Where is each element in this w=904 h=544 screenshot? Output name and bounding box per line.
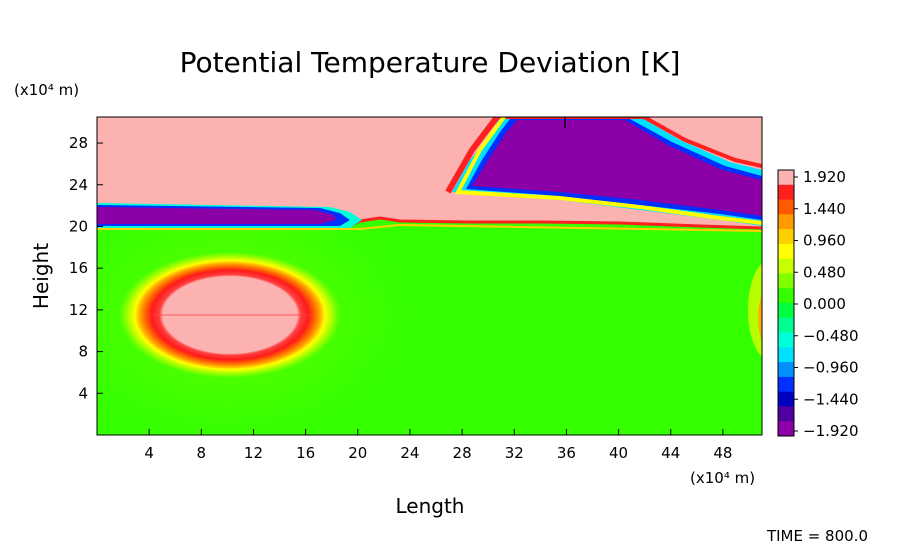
y-tick-label: 20 <box>69 217 88 235</box>
x-tick-label: 8 <box>197 444 207 462</box>
colorbar-swatch <box>778 170 794 186</box>
x-tick-label: 16 <box>296 444 315 462</box>
x-tick-label: 28 <box>453 444 472 462</box>
cold-region-yellow-ring <box>454 117 762 225</box>
colorbar-swatch <box>778 347 794 363</box>
x-axis-ticks: 4 8 12 16 20 24 28 32 36 40 44 48 <box>144 429 732 462</box>
colorbar-label: −1.440 <box>803 390 859 408</box>
colorbar-swatch <box>778 184 794 201</box>
y-unit-label: (x10⁴ m) <box>14 81 79 99</box>
colorbar-label: 1.920 <box>803 168 846 186</box>
x-unit-label: (x10⁴ m) <box>690 469 755 487</box>
y-tick-label: 8 <box>78 343 88 361</box>
y-axis-ticks: 4 8 12 16 20 24 28 <box>69 134 103 402</box>
colorbar-swatch <box>778 406 794 422</box>
colorbar-swatch <box>778 229 794 245</box>
colorbar-label: −0.480 <box>803 327 859 345</box>
colorbar-swatch <box>778 214 794 230</box>
colorbar-swatch <box>778 376 794 393</box>
colorbar-frame <box>777 169 795 437</box>
colorbar-swatch <box>778 258 794 274</box>
colorbar-swatch <box>778 199 794 215</box>
x-tick-label: 20 <box>348 444 367 462</box>
colorbar-label: −0.960 <box>803 359 859 377</box>
colorbar <box>777 169 795 437</box>
colorbar-swatch <box>778 273 794 289</box>
colorbar-labels: 1.920 1.440 0.960 0.480 0.000 −0.480 −0.960 −1.… <box>794 168 859 440</box>
colorbar-swatch <box>778 303 794 319</box>
x-tick-label: 44 <box>661 444 680 462</box>
x-tick-label: 36 <box>557 444 576 462</box>
x-axis-label: Length <box>396 494 465 518</box>
colorbar-label: 0.000 <box>803 295 846 313</box>
colorbar-swatch <box>778 362 794 378</box>
y-tick-label: 24 <box>69 176 88 194</box>
colorbar-label: −1.920 <box>803 422 859 440</box>
y-axis-label: Height <box>29 243 53 309</box>
colorbar-label: 1.440 <box>803 200 846 218</box>
cold-strip-core <box>97 207 336 224</box>
cold-region-red-ring-left <box>445 117 500 194</box>
colorbar-swatch <box>778 317 794 334</box>
warm-layer-edge-2 <box>97 223 762 232</box>
colorbar-swatch <box>778 243 794 260</box>
colorbar-label: 0.480 <box>803 263 846 281</box>
time-label: TIME = 800.0 <box>766 527 868 544</box>
right-edge-warm-core <box>758 295 762 341</box>
y-tick-label: 12 <box>69 301 88 319</box>
colorbar-swatch <box>778 332 794 348</box>
cold-region-core <box>472 120 762 216</box>
plot-frame <box>96 116 763 436</box>
plot-area <box>97 117 762 435</box>
right-edge-warm <box>748 263 762 357</box>
y-tick-label: 4 <box>78 384 88 402</box>
x-tick-label: 32 <box>505 444 524 462</box>
colorbar-swatch <box>778 288 794 304</box>
colorbar-swatch <box>778 421 794 437</box>
x-tick-label: 24 <box>400 444 419 462</box>
x-tick-label: 12 <box>244 444 263 462</box>
x-tick-label: 48 <box>713 444 732 462</box>
cold-region-red-ring <box>494 117 762 168</box>
colorbar-label: 0.960 <box>803 232 846 250</box>
colorbar-swatch <box>778 391 794 407</box>
chart-title: Potential Temperature Deviation [K] <box>180 46 681 79</box>
x-tick-label: 4 <box>144 444 154 462</box>
y-tick-label: 28 <box>69 134 88 152</box>
y-tick-label: 16 <box>69 259 88 277</box>
x-tick-label: 40 <box>609 444 628 462</box>
